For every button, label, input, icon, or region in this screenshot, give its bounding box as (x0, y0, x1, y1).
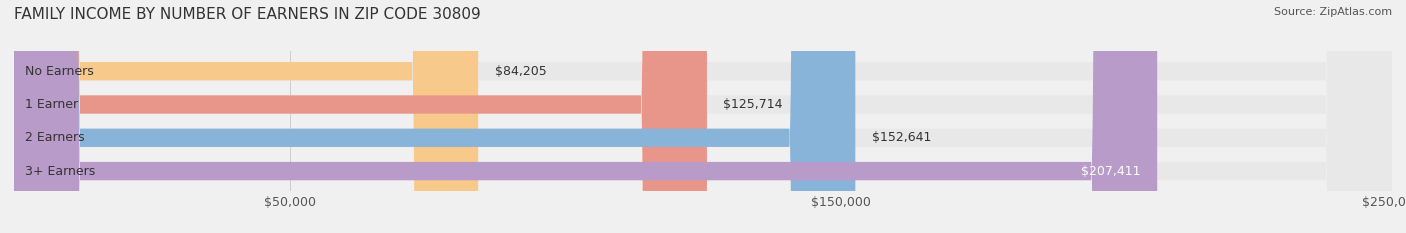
FancyBboxPatch shape (14, 0, 707, 233)
Text: FAMILY INCOME BY NUMBER OF EARNERS IN ZIP CODE 30809: FAMILY INCOME BY NUMBER OF EARNERS IN ZI… (14, 7, 481, 22)
FancyBboxPatch shape (14, 0, 1392, 233)
Text: No Earners: No Earners (25, 65, 94, 78)
Text: Source: ZipAtlas.com: Source: ZipAtlas.com (1274, 7, 1392, 17)
FancyBboxPatch shape (14, 0, 1392, 233)
FancyBboxPatch shape (14, 0, 855, 233)
Text: $84,205: $84,205 (495, 65, 547, 78)
FancyBboxPatch shape (14, 0, 1392, 233)
Text: 2 Earners: 2 Earners (25, 131, 84, 144)
Text: $207,411: $207,411 (1081, 164, 1140, 178)
Text: 3+ Earners: 3+ Earners (25, 164, 96, 178)
Text: $125,714: $125,714 (724, 98, 783, 111)
Text: $152,641: $152,641 (872, 131, 931, 144)
Text: 1 Earner: 1 Earner (25, 98, 79, 111)
FancyBboxPatch shape (14, 0, 1157, 233)
FancyBboxPatch shape (14, 0, 478, 233)
FancyBboxPatch shape (14, 0, 1392, 233)
